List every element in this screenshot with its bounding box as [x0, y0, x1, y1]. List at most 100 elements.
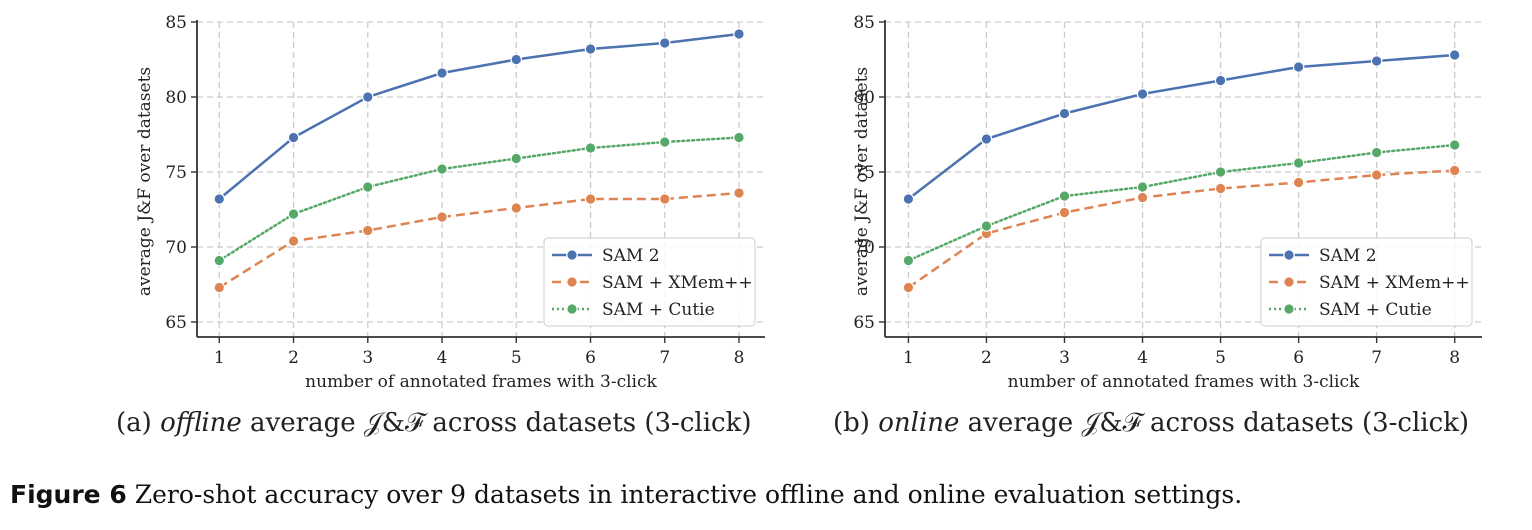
data-point	[980, 220, 993, 232]
series-line-1	[907, 169, 1455, 289]
chart-panel-a: 1 2 3 4 5 6 7 8 65 70 75 80 85 number of annotated fr…	[135, 13, 765, 392]
data-point	[1448, 49, 1461, 61]
legend-box	[543, 237, 756, 327]
data-point	[1370, 55, 1383, 67]
x-tick-label: 5	[1215, 348, 1226, 368]
series-line-1	[218, 191, 740, 289]
legend-marker-2	[1283, 303, 1295, 315]
legend-label-2: SAM + Cutie	[602, 300, 715, 320]
data-point	[287, 208, 300, 220]
data-point	[213, 254, 226, 267]
subcaption-a-rest: average 𝒥&ℱ across datasets (3-click)	[241, 408, 752, 438]
data-point	[584, 43, 597, 55]
data-point	[1292, 61, 1305, 73]
figure-caption-text: Zero-shot accuracy over 9 datasets in in…	[134, 480, 1243, 509]
subcaption-a-italic: offline	[160, 408, 242, 438]
data-point	[1136, 181, 1149, 193]
legend-label-2: SAM + Cutie	[1319, 300, 1432, 320]
legend-box	[1260, 237, 1473, 327]
data-point	[1448, 164, 1461, 177]
data-point	[361, 224, 374, 237]
data-point	[1058, 206, 1071, 219]
figure-caption: Figure 6 Zero-shot accuracy over 9 datase…	[10, 480, 1242, 509]
series-line-2	[218, 136, 741, 262]
y-tick-label: 70	[165, 238, 187, 258]
y-tick-label: 65	[853, 313, 875, 333]
legend-marker-0	[1283, 249, 1295, 261]
data-point	[980, 133, 993, 145]
data-point	[510, 152, 523, 165]
data-point	[1136, 191, 1149, 204]
legend: SAM 2 SAM + XMem++ SAM + Cutie	[1260, 237, 1473, 327]
data-point	[902, 254, 915, 267]
y-tick-label: 80	[165, 88, 187, 108]
data-point	[1058, 190, 1071, 202]
data-point	[1292, 176, 1305, 189]
legend-label-0: SAM 2	[1319, 246, 1377, 266]
subcaption-a-prefix: (a)	[116, 408, 161, 438]
data-point	[584, 193, 597, 205]
x-tick-label: 5	[511, 348, 522, 368]
legend-marker-1	[566, 276, 578, 288]
figure-label: Figure 6	[10, 480, 127, 509]
data-point	[510, 53, 523, 66]
subcaption-b-rest: average 𝒥&ℱ across datasets (3-click)	[959, 408, 1470, 438]
x-tick-label: 8	[734, 348, 745, 368]
legend: SAM 2 SAM + XMem++ SAM + Cutie	[543, 237, 756, 327]
data-point	[287, 131, 300, 144]
y-axis-label: average J&F over datasets	[135, 67, 155, 296]
data-point	[733, 131, 745, 144]
data-point	[902, 281, 915, 294]
data-point	[658, 136, 671, 148]
data-point	[584, 142, 597, 154]
y-tick-label: 65	[165, 313, 187, 333]
data-point	[902, 193, 915, 205]
legend-marker-1	[1283, 276, 1295, 288]
data-point	[1214, 182, 1227, 195]
data-point	[1214, 166, 1227, 178]
y-tick-label: 75	[853, 163, 875, 183]
x-tick-label: 4	[437, 348, 448, 368]
subcaption-b-prefix: (b)	[833, 408, 879, 438]
series-line-0	[218, 32, 740, 200]
y-tick-label: 80	[853, 88, 875, 108]
x-tick-label: 6	[585, 348, 596, 368]
x-tick-label: 3	[1059, 348, 1070, 368]
x-tick-label: 4	[1137, 348, 1148, 368]
data-point	[436, 67, 448, 79]
chart-panel-b: 1 2 3 4 5 6 7 8 65 70 75 80 85 number of annotated fr…	[852, 13, 1482, 392]
y-tick-label: 70	[853, 238, 875, 258]
data-point	[436, 211, 448, 223]
y-tick-label: 85	[853, 13, 875, 33]
data-point	[1370, 146, 1383, 159]
x-axis-label: number of annotated frames with 3-click	[305, 372, 657, 392]
y-tick-label: 85	[165, 13, 187, 33]
data-point	[510, 202, 523, 214]
legend-marker-0	[566, 249, 578, 261]
subcaption-b-italic: online	[878, 408, 960, 438]
data-point	[1292, 157, 1305, 169]
x-tick-label: 6	[1293, 348, 1304, 368]
data-point	[287, 235, 300, 247]
data-point	[361, 91, 374, 103]
x-tick-label: 2	[288, 348, 299, 368]
x-tick-label: 7	[659, 348, 670, 368]
data-point	[1058, 107, 1071, 120]
data-point	[361, 181, 374, 193]
data-point	[1370, 169, 1383, 181]
x-tick-label: 2	[981, 348, 992, 368]
x-tick-label: 1	[903, 348, 914, 368]
data-point	[658, 193, 671, 205]
data-point	[1136, 88, 1149, 100]
y-tick-label: 75	[165, 163, 187, 183]
legend-label-1: SAM + XMem++	[1319, 273, 1470, 293]
x-tick-label: 1	[214, 348, 225, 368]
legend-label-0: SAM 2	[602, 246, 660, 266]
x-tick-label: 3	[362, 348, 373, 368]
x-tick-label: 7	[1371, 348, 1382, 368]
legend-marker-2	[566, 303, 578, 315]
data-point	[658, 37, 671, 49]
data-point	[1214, 74, 1227, 87]
x-axis-label: number of annotated frames with 3-click	[1008, 372, 1360, 392]
